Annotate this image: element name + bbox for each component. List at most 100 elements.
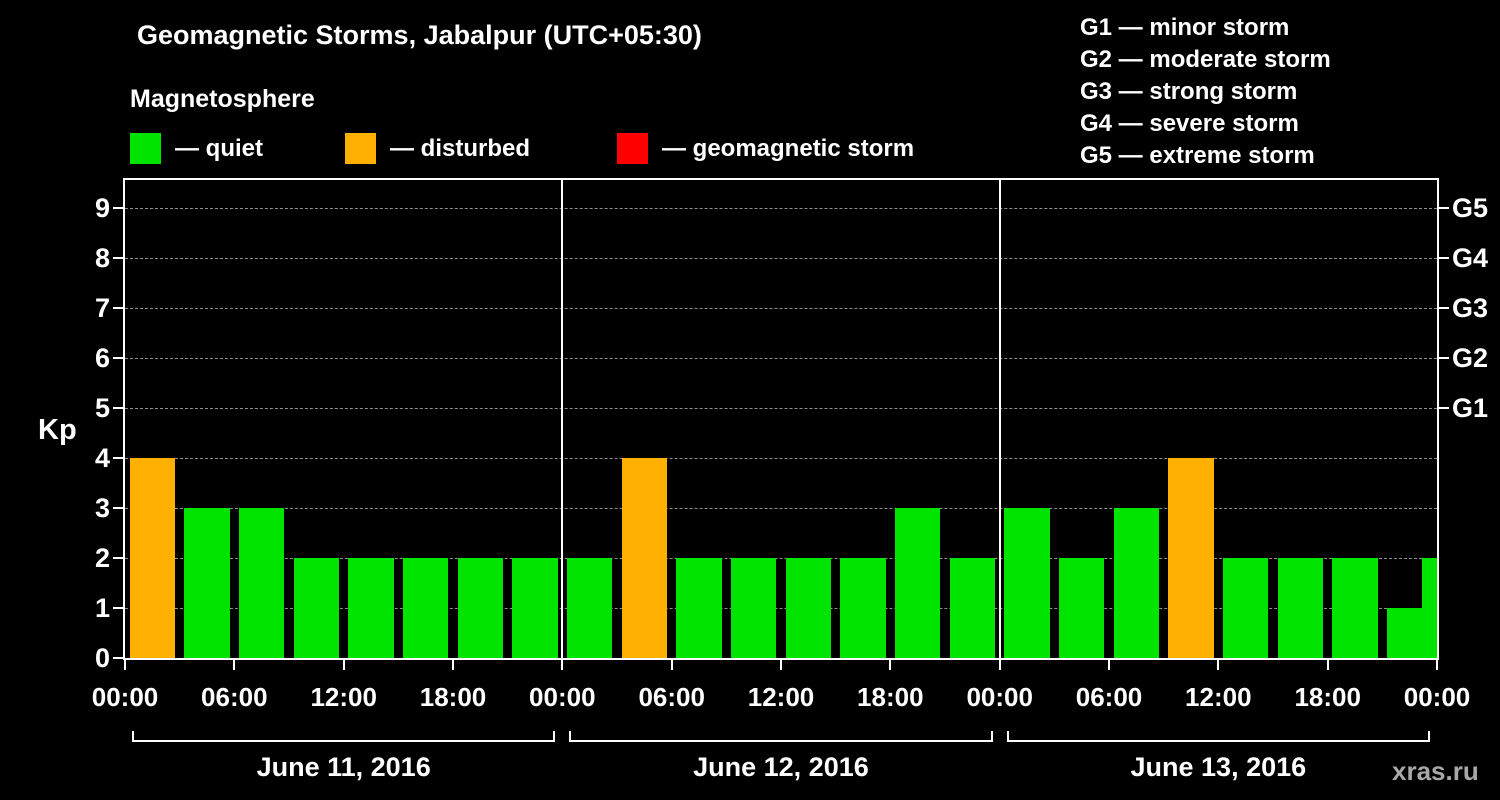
y-tick-mark xyxy=(113,357,123,359)
y-tick-mark xyxy=(113,307,123,309)
x-tick-label: 18:00 xyxy=(1294,682,1361,712)
g-tick-mark xyxy=(1439,257,1449,259)
y-tick-label: 1 xyxy=(94,593,110,623)
g-legend-line: G4 — severe storm xyxy=(1080,110,1299,137)
day-bracket-tick xyxy=(1428,731,1430,742)
x-tick-mark xyxy=(1108,660,1110,670)
day-bracket-tick xyxy=(553,731,556,742)
x-tick-mark xyxy=(124,660,126,670)
x-tick-mark xyxy=(889,660,892,670)
kp-bar xyxy=(512,558,558,658)
x-tick-mark xyxy=(233,660,236,670)
kp-gridline xyxy=(125,258,1437,259)
x-tick-mark xyxy=(780,660,782,670)
kp-bar xyxy=(457,558,504,658)
x-tick-mark xyxy=(452,660,454,670)
kp-gridline xyxy=(125,508,1437,509)
y-tick-label: 4 xyxy=(94,443,110,473)
x-tick-label: 12:00 xyxy=(747,682,815,712)
kp-gridline xyxy=(125,458,1437,459)
y-tick-mark xyxy=(113,657,123,659)
y-tick-mark xyxy=(113,457,123,459)
g-legend-line: G5 — extreme storm xyxy=(1080,142,1315,169)
kp-gridline xyxy=(125,608,1437,609)
y-tick-label: 2 xyxy=(94,543,110,573)
y-tick-label: 7 xyxy=(94,293,110,323)
g-level-label: G1 xyxy=(1452,393,1489,423)
y-tick-label: 3 xyxy=(94,493,110,523)
date-label: June 12, 2016 xyxy=(693,752,869,782)
kp-bar xyxy=(894,508,941,658)
legend-item-quiet: — quiet xyxy=(130,133,263,164)
x-tick-label: 00:00 xyxy=(966,682,1033,712)
g-legend-line: G2 — moderate storm xyxy=(1080,46,1331,73)
g-legend-line: G1 — minor storm xyxy=(1080,14,1290,41)
x-tick-label: 00:00 xyxy=(1403,682,1471,712)
kp-bar xyxy=(785,558,832,658)
watermark: xras.ru xyxy=(1392,756,1479,786)
kp-bar xyxy=(1058,558,1105,658)
x-tick-label: 06:00 xyxy=(638,682,705,712)
legend-item-label: — geomagnetic storm xyxy=(662,134,915,162)
kp-bar xyxy=(676,558,722,658)
kp-bar xyxy=(402,558,449,658)
y-tick-mark xyxy=(113,407,123,409)
kp-bar xyxy=(129,458,176,658)
day-bracket-tick xyxy=(990,731,993,742)
kp-gridline xyxy=(125,558,1437,559)
x-tick-mark xyxy=(561,660,564,670)
day-bracket-tick xyxy=(569,731,572,742)
kp-gridline xyxy=(125,358,1437,359)
kp-bar-partial xyxy=(1422,558,1437,658)
g-tick-mark xyxy=(1439,407,1449,409)
x-tick-mark xyxy=(1436,660,1438,670)
x-tick-label: 06:00 xyxy=(201,682,268,712)
day-separator-line xyxy=(998,180,1001,658)
date-label: June 13, 2016 xyxy=(1130,752,1307,782)
kp-bar xyxy=(621,458,668,658)
g-tick-mark xyxy=(1439,307,1449,309)
x-tick-label: 12:00 xyxy=(310,682,377,712)
day-separator-line xyxy=(561,180,564,658)
day-bracket-line xyxy=(132,740,556,742)
y-axis-label: Kp xyxy=(38,414,77,446)
kp-gridline xyxy=(125,208,1437,209)
x-tick-mark xyxy=(998,660,1001,670)
kp-bar xyxy=(184,508,230,658)
kp-bar xyxy=(1332,558,1378,658)
day-bracket-tick xyxy=(132,731,134,742)
x-tick-label: 18:00 xyxy=(419,682,487,712)
plot-area xyxy=(123,178,1439,660)
y-tick-label: 0 xyxy=(94,643,110,673)
kp-gridline xyxy=(125,308,1437,309)
kp-bar xyxy=(1222,558,1269,658)
y-tick-mark xyxy=(113,257,123,259)
g-level-label: G5 xyxy=(1452,193,1489,223)
legend-item-disturbed: — disturbed xyxy=(345,133,530,164)
day-bracket-tick xyxy=(1006,731,1009,742)
x-tick-mark xyxy=(1217,660,1220,670)
x-tick-label: 00:00 xyxy=(529,682,596,712)
legend-swatch-quiet xyxy=(130,133,161,164)
page-title: Geomagnetic Storms, Jabalpur (UTC+05:30) xyxy=(137,20,702,50)
date-label: June 11, 2016 xyxy=(256,752,431,782)
legend-swatch-disturbed xyxy=(345,133,376,164)
g-level-label: G2 xyxy=(1452,343,1489,373)
kp-bar xyxy=(949,558,996,658)
g-legend-line: G3 — strong storm xyxy=(1080,78,1298,105)
x-tick-mark xyxy=(670,660,673,670)
day-bracket-line xyxy=(569,740,993,742)
legend-swatch-storm xyxy=(617,133,648,164)
kp-bar xyxy=(348,558,394,658)
kp-bar xyxy=(566,558,613,658)
g-tick-mark xyxy=(1439,207,1449,209)
x-tick-mark xyxy=(342,660,345,670)
legend-item-label: — quiet xyxy=(175,134,263,162)
kp-bar xyxy=(1277,558,1324,658)
legend-item-storm: — geomagnetic storm xyxy=(617,133,914,164)
x-tick-label: 06:00 xyxy=(1075,682,1143,712)
g-tick-mark xyxy=(1439,357,1449,359)
y-tick-mark xyxy=(113,207,123,209)
magnetosphere-label: Magnetosphere xyxy=(130,85,315,113)
